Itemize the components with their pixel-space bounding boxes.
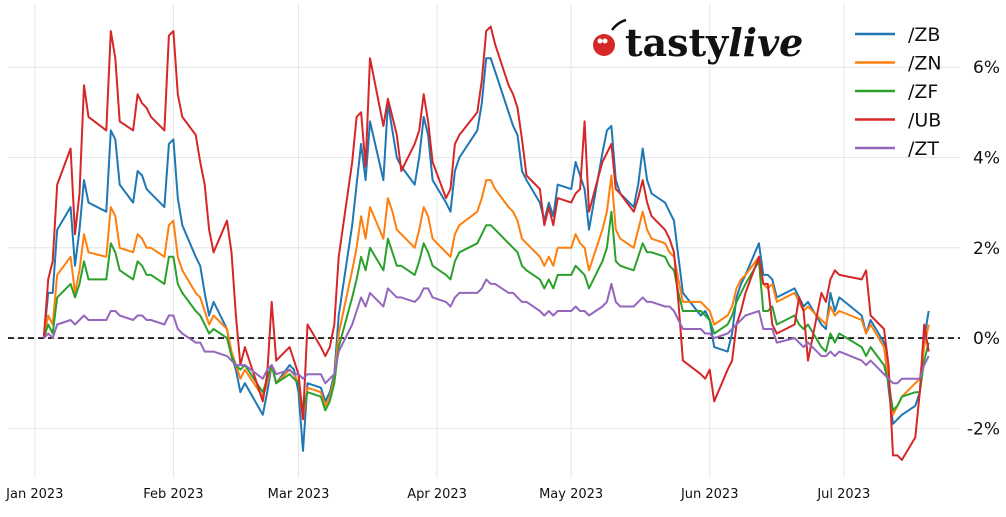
y-tick-label: -2% [967,419,1000,439]
y-tick-label: 0% [973,329,1000,349]
x-tick-label: Jun 2023 [680,487,739,502]
x-tick-label: Mar 2023 [268,487,330,502]
series-line-zb [42,57,930,452]
legend: /ZB/ZN/ZF/UB/ZT [855,24,942,160]
x-tick-label: May 2023 [539,487,603,502]
series-line-zt [43,278,930,385]
cherry-icon [593,18,627,56]
legend-label: /ZN [908,53,942,75]
x-tick-label: Jul 2023 [816,487,870,502]
brand-name-italic: live [728,20,803,65]
series-layer [42,25,930,461]
x-tick-label: Jan 2023 [5,487,63,502]
x-tick-label: Feb 2023 [143,487,203,502]
brand-name: tastylive [625,20,803,65]
series-line-zn [42,174,930,421]
y-tick-label: 4% [973,148,1000,168]
x-tick-label: Apr 2023 [407,487,467,502]
brand-logo: tastylive [593,18,803,65]
series-line-ub [42,25,930,461]
y-tick-label: 2% [973,239,1000,259]
legend-label: /ZF [908,81,938,103]
legend-label: /UB [908,110,941,132]
y-axis: -2% 0% 2% 4% 6% [967,58,1000,439]
x-axis: Jan 2023 Feb 2023 Mar 2023 Apr 2023 May 2023… [5,487,870,502]
y-tick-label: 6% [973,58,1000,78]
brand-name-bold: tasty [625,20,729,65]
legend-label: /ZB [908,24,940,46]
legend-label: /ZT [908,138,939,160]
